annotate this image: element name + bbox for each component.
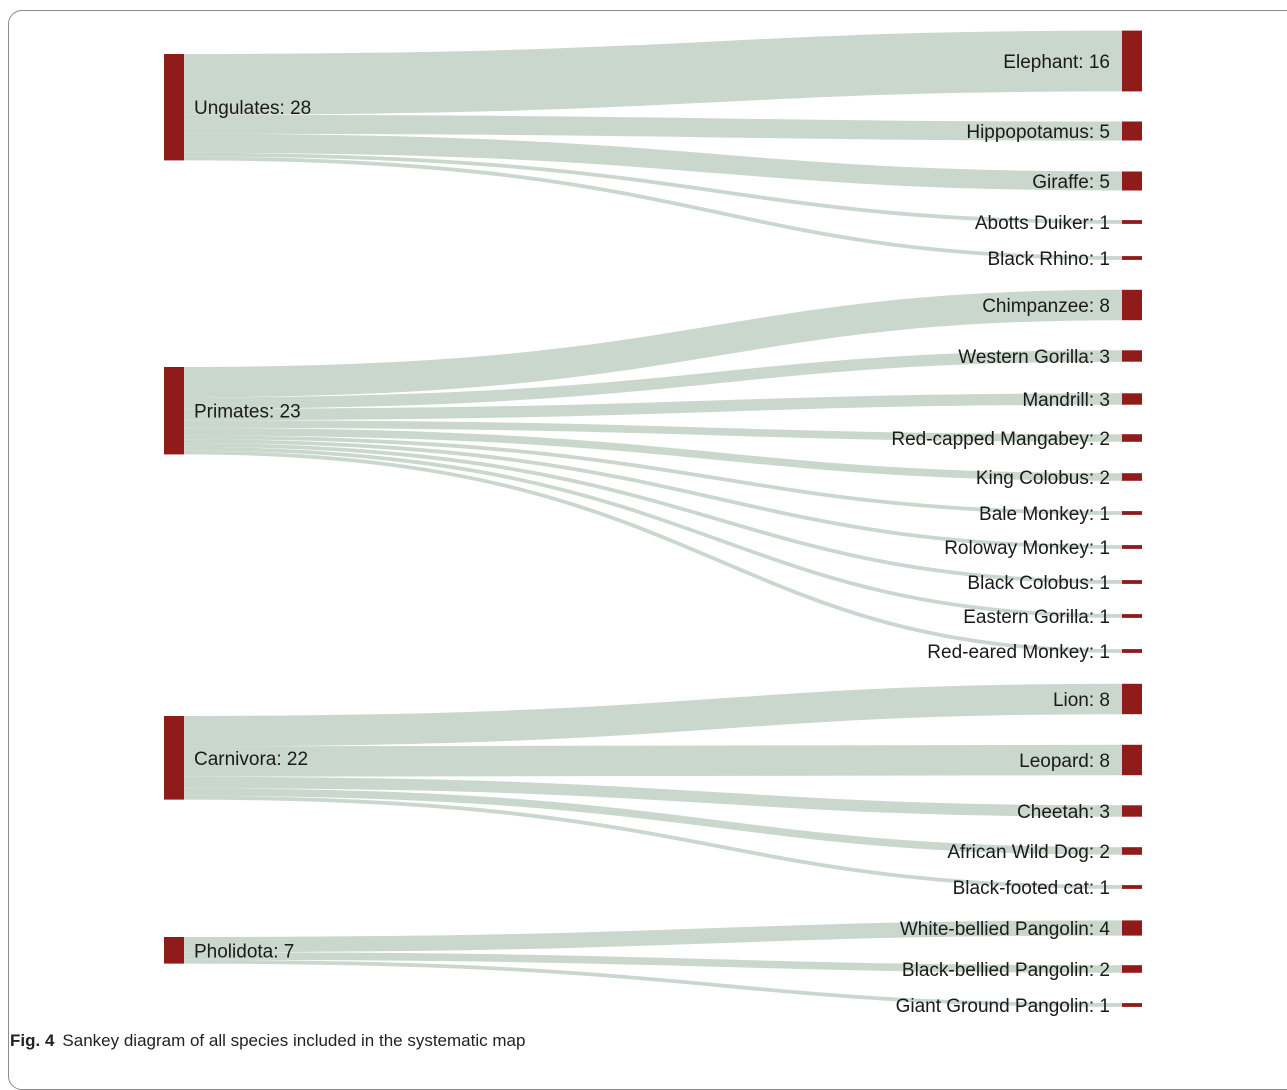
link-primates-red-eared-monkey (183, 450, 1123, 653)
target-node-black-colobus (1122, 580, 1142, 584)
target-label-lion: Lion: 8 (1053, 690, 1110, 711)
link-primates-red-capped-mangabey (183, 420, 1123, 442)
link-ungulates-black-rhino (183, 156, 1123, 260)
link-ungulates-abotts-duiker (183, 152, 1123, 224)
target-label-chimpanzee: Chimpanzee: 8 (982, 296, 1110, 317)
target-label-cheetah: Cheetah: 3 (1017, 802, 1110, 823)
link-pholidota-black-bellied-pangolin (183, 952, 1123, 973)
target-label-white-bellied-pangolin: White-bellied Pangolin: 4 (900, 919, 1111, 940)
target-label-roloway-monkey: Roloway Monkey: 1 (944, 538, 1110, 559)
link-carnivora-african-wild-dog (183, 788, 1123, 855)
target-label-bale-monkey: Bale Monkey: 1 (979, 504, 1110, 525)
target-node-cheetah (1122, 805, 1142, 817)
target-label-giraffe: Giraffe: 5 (1032, 172, 1110, 193)
link-ungulates-giraffe (183, 133, 1123, 191)
target-label-western-gorilla: Western Gorilla: 3 (958, 347, 1110, 368)
target-node-king-colobus (1122, 473, 1142, 481)
link-carnivora-lion (183, 683, 1123, 747)
target-node-leopard (1122, 744, 1142, 776)
target-label-black-colobus: Black Colobus: 1 (967, 573, 1110, 594)
link-primates-bale-monkey (183, 435, 1123, 515)
target-node-bale-monkey (1122, 511, 1142, 515)
target-node-eastern-gorilla (1122, 614, 1142, 618)
link-primates-western-gorilla (183, 350, 1123, 409)
link-carnivora-cheetah (183, 776, 1123, 817)
target-node-black-bellied-pangolin (1122, 965, 1142, 973)
target-node-western-gorilla (1122, 350, 1142, 362)
target-node-lion (1122, 683, 1142, 715)
figure-label: Fig. 4 (10, 1031, 55, 1050)
sankey-labels: Ungulates: 28 Primates: 23 Carnivora: 22 Ph… (194, 52, 1110, 1017)
target-node-elephant (1122, 30, 1142, 92)
target-node-giant-ground-pangolin (1122, 1003, 1142, 1007)
target-node-roloway-monkey (1122, 545, 1142, 549)
target-node-mandrill (1122, 393, 1142, 405)
link-pholidota-white-bellied-pangolin (183, 920, 1123, 953)
link-pholidota-giant-ground-pangolin (183, 959, 1123, 1007)
link-primates-eastern-gorilla (183, 446, 1123, 618)
target-node-chimpanzee (1122, 289, 1142, 321)
link-ungulates-elephant (183, 30, 1123, 115)
source-node-pholidota (164, 937, 184, 964)
target-label-black-bellied-pangolin: Black-bellied Pangolin: 2 (902, 960, 1110, 981)
link-primates-mandrill (183, 393, 1123, 421)
target-node-black-footed-cat (1122, 885, 1142, 889)
target-label-giant-ground-pangolin: Giant Ground Pangolin: 1 (896, 996, 1110, 1017)
source-node-primates (164, 367, 184, 455)
target-label-hippopotamus: Hippopotamus: 5 (966, 122, 1110, 143)
target-node-red-capped-mangabey (1122, 434, 1142, 442)
source-label-primates: Primates: 23 (194, 402, 301, 423)
source-label-carnivora: Carnivora: 22 (194, 749, 308, 770)
link-primates-king-colobus (183, 427, 1123, 481)
caption-text: Sankey diagram of all species included i… (62, 1031, 526, 1050)
target-label-elephant: Elephant: 16 (1003, 52, 1110, 73)
target-label-black-footed-cat: Black-footed cat: 1 (953, 878, 1110, 899)
target-label-eastern-gorilla: Eastern Gorilla: 1 (963, 607, 1110, 628)
source-node-carnivora (164, 716, 184, 800)
target-node-african-wild-dog (1122, 847, 1142, 855)
target-node-black-rhino (1122, 256, 1142, 260)
link-primates-roloway-monkey (183, 439, 1123, 549)
target-label-african-wild-dog: African Wild Dog: 2 (947, 842, 1110, 863)
target-label-leopard: Leopard: 8 (1019, 751, 1110, 772)
target-node-giraffe (1122, 171, 1142, 191)
link-carnivora-leopard (183, 744, 1123, 777)
target-label-abotts-duiker: Abotts Duiker: 1 (975, 213, 1110, 234)
target-label-king-colobus: King Colobus: 2 (976, 468, 1110, 489)
sankey-links (183, 30, 1123, 1007)
target-node-white-bellied-pangolin (1122, 920, 1142, 936)
target-label-red-capped-mangabey: Red-capped Mangabey: 2 (891, 429, 1110, 450)
link-carnivora-black-footed-cat (183, 795, 1123, 889)
target-node-red-eared-monkey (1122, 649, 1142, 653)
target-label-red-eared-monkey: Red-eared Monkey: 1 (927, 642, 1110, 663)
sankey-diagram: Ungulates: 28 Primates: 23 Carnivora: 22 Ph… (164, 30, 1142, 1017)
link-primates-black-colobus (183, 443, 1123, 584)
target-node-abotts-duiker (1122, 220, 1142, 224)
target-label-black-rhino: Black Rhino: 1 (987, 249, 1110, 270)
link-primates-chimpanzee (183, 289, 1123, 398)
source-label-ungulates: Ungulates: 28 (194, 98, 311, 119)
source-label-pholidota: Pholidota: 7 (194, 941, 294, 962)
target-label-mandrill: Mandrill: 3 (1022, 390, 1110, 411)
figure-caption: Fig. 4 Sankey diagram of all species incl… (10, 1031, 525, 1051)
sankey-nodes (164, 30, 1142, 1007)
source-node-ungulates (164, 54, 184, 161)
target-node-hippopotamus (1122, 121, 1142, 141)
link-ungulates-hippopotamus (183, 114, 1123, 141)
